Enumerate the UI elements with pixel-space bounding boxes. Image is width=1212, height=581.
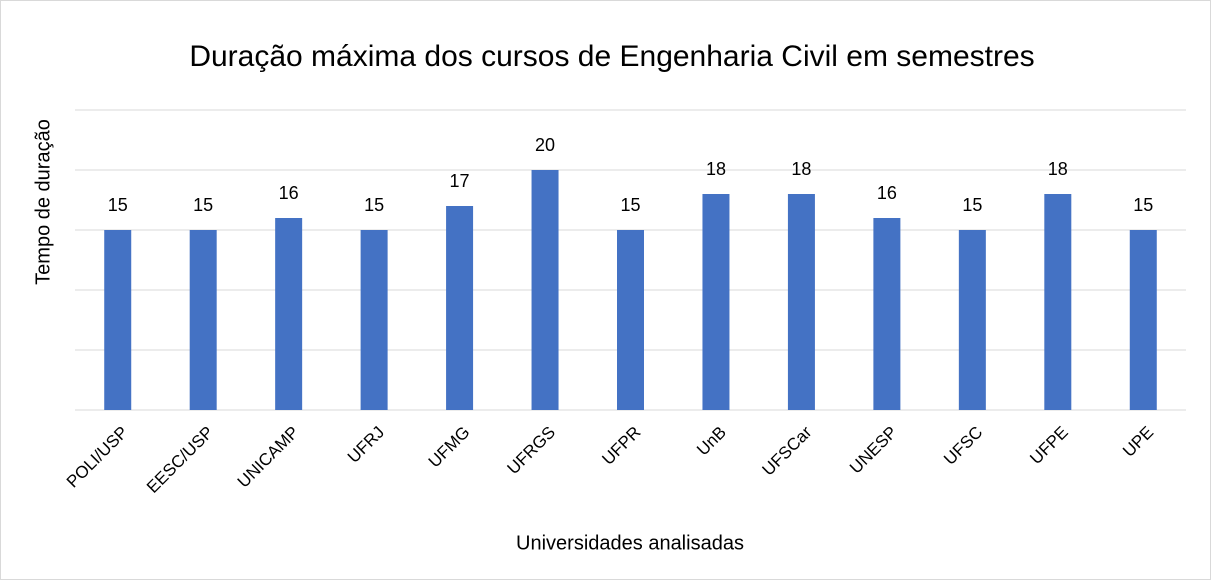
bar — [446, 206, 474, 410]
bar — [958, 230, 986, 410]
data-label: 18 — [706, 159, 726, 179]
data-label: 18 — [791, 159, 811, 179]
data-label: 16 — [279, 183, 299, 203]
x-axis-title: Universidades analisadas — [516, 532, 744, 554]
data-label: 15 — [962, 195, 982, 215]
bar — [531, 170, 559, 410]
bar — [617, 230, 644, 410]
data-label: 15 — [193, 195, 213, 215]
bar — [1129, 230, 1157, 410]
data-label: 17 — [450, 171, 470, 191]
data-label: 15 — [364, 195, 384, 215]
bar — [360, 230, 388, 410]
bar — [275, 218, 303, 410]
bar — [189, 230, 217, 410]
bar — [787, 194, 815, 410]
bar — [873, 218, 901, 410]
data-label: 16 — [877, 183, 897, 203]
data-label: 15 — [620, 195, 640, 215]
data-label: 15 — [1133, 195, 1153, 215]
chart-title: Duração máxima dos cursos de Engenharia … — [189, 40, 1034, 73]
bar — [104, 230, 132, 410]
data-label: 18 — [1048, 159, 1068, 179]
data-label: 15 — [108, 195, 128, 215]
bar — [702, 194, 730, 410]
y-axis-title: Tempo de duração — [32, 119, 54, 285]
data-label: 20 — [535, 135, 555, 155]
bar — [1044, 194, 1072, 410]
